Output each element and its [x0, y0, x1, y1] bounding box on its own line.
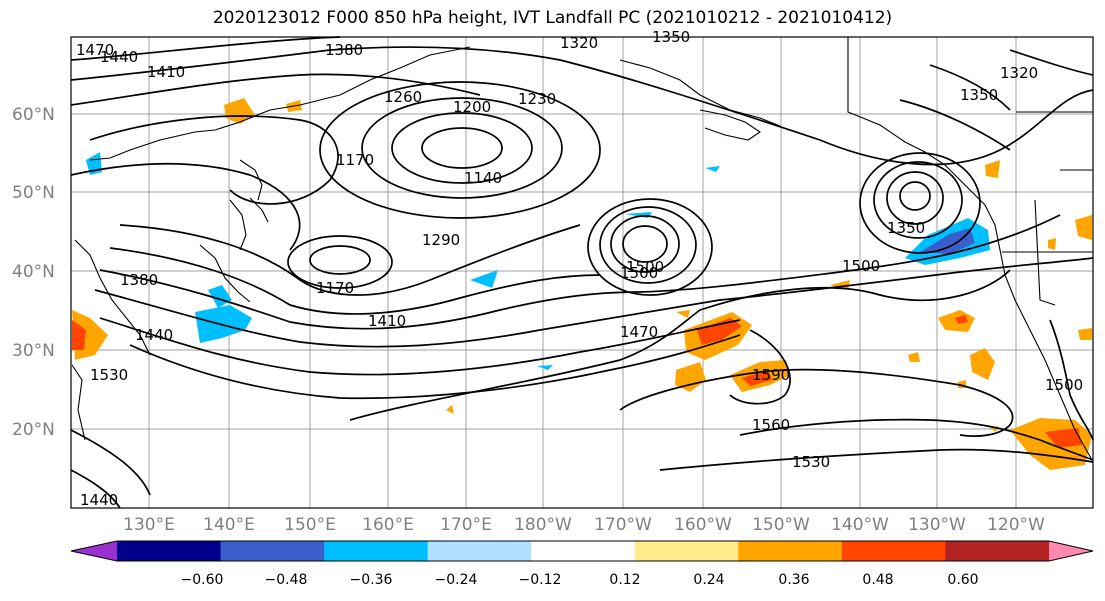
- contour-label: 1470: [620, 323, 658, 341]
- lat-label: 30°N: [12, 341, 55, 361]
- lon-label: 150°E: [284, 515, 336, 535]
- colorbar-cell: [945, 541, 1050, 561]
- lat-label: 40°N: [12, 262, 55, 282]
- contour-label: 1560: [752, 416, 790, 434]
- colorbar-cell: [531, 541, 636, 561]
- colorbar-tick-label: 0.36: [778, 572, 810, 588]
- colorbar-tick-label: −0.48: [264, 572, 308, 588]
- colorbar-cell: [634, 541, 739, 561]
- colorbar-tick-label: −0.36: [349, 572, 393, 588]
- colorbar-tick-label: 0.60: [947, 572, 979, 588]
- lon-label: 150°W: [752, 515, 810, 535]
- contour-label: 1320: [1000, 64, 1038, 82]
- contour-label: 1260: [384, 88, 422, 106]
- contour-label: 1380: [120, 271, 158, 289]
- contour-label: 1410: [368, 312, 406, 330]
- colorbar-cell: [738, 541, 843, 561]
- contour-label: 1440: [80, 491, 118, 509]
- colorbar-extend-right: [1049, 541, 1093, 561]
- contour-label: 1500: [626, 258, 664, 276]
- lon-label: 140°W: [831, 515, 889, 535]
- lat-label: 60°N: [12, 105, 55, 125]
- contour-label: 1200: [453, 98, 491, 116]
- colorbar-extend-left: [71, 541, 117, 561]
- lon-label: 160°W: [674, 515, 732, 535]
- contour-label: 1170: [316, 279, 354, 297]
- contour-label: 1500: [620, 264, 658, 282]
- map-title: 2020123012 F000 850 hPa height, IVT Land…: [212, 8, 893, 28]
- contour-label: 1320: [560, 34, 598, 52]
- lon-label: 120°W: [987, 515, 1045, 535]
- map-border: [70, 36, 1094, 509]
- contour-label: 1500: [1045, 376, 1083, 394]
- contour-label: 1380: [325, 41, 363, 59]
- colorbar-tick-label: 0.12: [609, 572, 641, 588]
- colorbar-cell: [841, 541, 946, 561]
- contour-label: 1500: [842, 257, 880, 275]
- colorbar-cell: [117, 541, 222, 561]
- contour-label-group: 1470 1440 1410 1380 1320 1350 1260 1200 …: [76, 28, 1083, 509]
- lon-label: 160°E: [362, 515, 414, 535]
- lat-label: 20°N: [12, 420, 55, 440]
- colorbar-tick-label: 0.48: [862, 572, 894, 588]
- lon-label: 140°E: [203, 515, 255, 535]
- height-contours: [70, 36, 1094, 509]
- contour-label: 1140: [464, 169, 502, 187]
- lon-label: 130°W: [908, 515, 966, 535]
- contour-label: 1590: [752, 366, 790, 384]
- contour-label: 1350: [960, 86, 998, 104]
- contour-label: 1530: [792, 453, 830, 471]
- colorbar-tick-label: −0.60: [180, 572, 224, 588]
- contour-label: 1170: [336, 151, 374, 169]
- colorbar: [70, 540, 1094, 562]
- colorbar-cell: [427, 541, 532, 561]
- lat-label: 50°N: [12, 183, 55, 203]
- colorbar-outline: [70, 540, 1094, 562]
- lon-label: 170°W: [594, 515, 652, 535]
- map-background: [71, 37, 1093, 508]
- colorbar-tick-label: 0.24: [693, 572, 725, 588]
- contour-label: 1440: [100, 48, 138, 66]
- contour-label: 1350: [887, 219, 925, 237]
- contour-label: 1470: [76, 41, 114, 59]
- contour-label: 1290: [422, 231, 460, 249]
- contour-label: 1440: [135, 326, 173, 344]
- colorbar-cell: [324, 541, 429, 561]
- lon-label: 130°E: [123, 515, 175, 535]
- colorbar-cell: [220, 541, 325, 561]
- lon-label: 170°E: [440, 515, 492, 535]
- contour-label: 1410: [147, 63, 185, 81]
- contour-label: 1530: [90, 366, 128, 384]
- colorbar-tick-label: −0.12: [518, 572, 562, 588]
- lon-label: 180°W: [514, 515, 572, 535]
- colorbar-tick-label: −0.24: [434, 572, 478, 588]
- contour-label: 1230: [518, 90, 556, 108]
